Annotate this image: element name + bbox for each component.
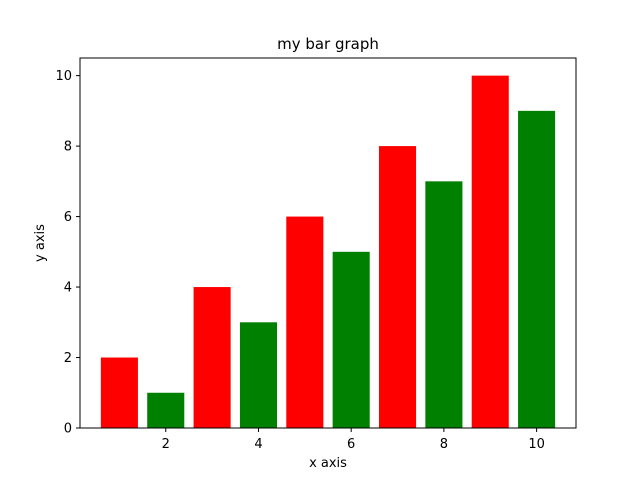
bar-10: [518, 110, 556, 429]
y-tick-label: 6: [64, 210, 72, 225]
bar-6: [332, 251, 370, 428]
bar-5: [286, 216, 324, 428]
bar-2: [147, 392, 185, 428]
y-tick-label: 0: [64, 422, 72, 437]
bars-group: [100, 75, 556, 429]
y-tick-label: 8: [64, 140, 72, 155]
y-tick-label: 10: [55, 69, 72, 84]
y-tick-label: 4: [64, 281, 72, 296]
x-axis-label: x axis: [309, 456, 347, 471]
y-axis-ticks: 0 2 4 6 8 10: [55, 69, 80, 437]
y-axis-label: y axis: [33, 224, 48, 262]
bar-4: [239, 322, 278, 428]
x-tick-label: 8: [440, 437, 448, 452]
bar-8: [425, 181, 463, 428]
x-tick-label: 4: [254, 437, 262, 452]
plot-area-frame: [79, 57, 577, 429]
bar-3: [193, 287, 231, 428]
x-tick-label: 2: [162, 437, 170, 452]
bar-1: [100, 357, 138, 428]
bar-7: [378, 146, 417, 428]
bar-9: [471, 75, 509, 429]
x-tick-label: 6: [347, 437, 355, 452]
x-tick-label: 10: [528, 437, 545, 452]
chart-title: my bar graph: [277, 35, 379, 53]
y-tick-label: 2: [64, 351, 72, 366]
x-axis-ticks: 2 4 6 8 10: [162, 428, 545, 452]
